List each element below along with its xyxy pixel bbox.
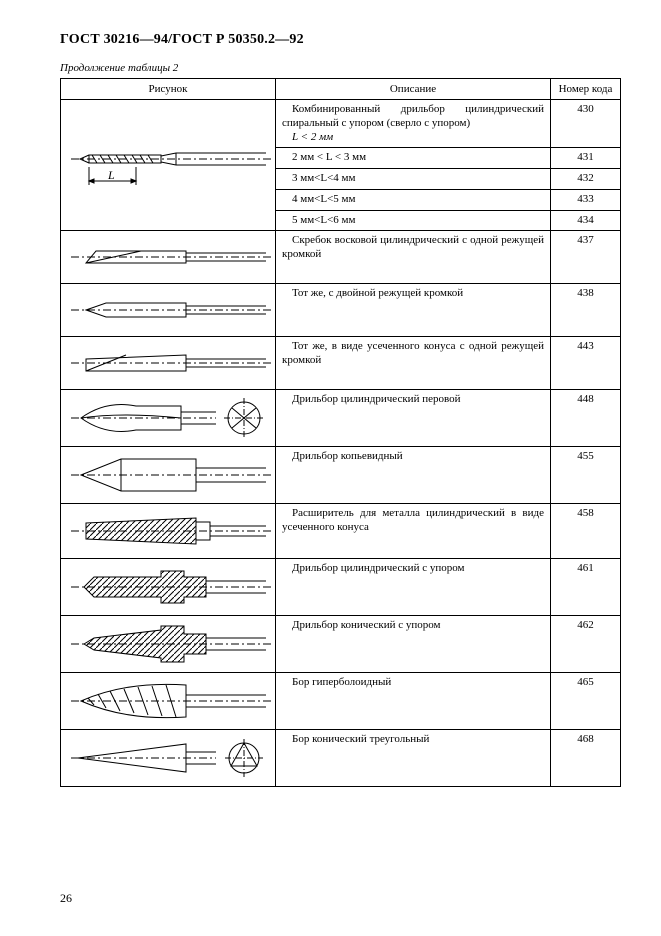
- cone-tri-bur-icon: [66, 732, 271, 784]
- code-cell: 458: [551, 504, 621, 559]
- drawing-cell: [61, 504, 276, 559]
- drawing-cell: [61, 673, 276, 730]
- scraper-truncated-icon: [66, 339, 271, 387]
- drawing-cell: [61, 390, 276, 447]
- table-row: Тот же, с двойной режущей кромкой 438: [61, 284, 621, 337]
- code-cell: 465: [551, 673, 621, 730]
- page-number: 26: [60, 891, 72, 906]
- col-drawing-header: Рисунок: [61, 79, 276, 100]
- table-row: Дрильбор копьевидный 455: [61, 447, 621, 504]
- drawing-cell: [61, 337, 276, 390]
- table-row: L Комбинированный дрильбор цилиндри­ческ…: [61, 100, 621, 148]
- code-cell: 468: [551, 730, 621, 787]
- desc-cell: 3 мм<L<4 мм: [276, 169, 551, 190]
- desc-cell: Расширитель для металла цилиндрический в…: [276, 504, 551, 559]
- code-cell: 455: [551, 447, 621, 504]
- desc-cell: Бор конический треугольный: [276, 730, 551, 787]
- drawing-cell: [61, 616, 276, 673]
- table-row: Бор гиперболоидный 465: [61, 673, 621, 730]
- desc-cell: 5 мм<L<6 мм: [276, 210, 551, 231]
- page: ГОСТ 30216—94/ГОСТ Р 50350.2—92 Продолже…: [0, 0, 661, 936]
- table-header-row: Рисунок Описание Номер кода: [61, 79, 621, 100]
- code-cell: 434: [551, 210, 621, 231]
- table-continuation-label: Продолжение таблицы 2: [60, 62, 621, 74]
- desc-cell: Дрильбор цилиндрический с упором: [276, 559, 551, 616]
- spear-drill-icon: [66, 449, 271, 501]
- code-cell: 431: [551, 148, 621, 169]
- document-title: ГОСТ 30216—94/ГОСТ Р 50350.2—92: [60, 32, 621, 48]
- table-row: Бор конический треугольный 468: [61, 730, 621, 787]
- code-cell: 433: [551, 189, 621, 210]
- cone-stop-drill-icon: [66, 618, 271, 670]
- col-desc-header: Описание: [276, 79, 551, 100]
- drawing-cell: [61, 730, 276, 787]
- spiral-drill-icon: L: [66, 133, 271, 197]
- code-cell: 461: [551, 559, 621, 616]
- drawing-cell: L: [61, 100, 276, 231]
- hyperboloid-bur-icon: [66, 675, 271, 727]
- code-cell: 432: [551, 169, 621, 190]
- desc-cell: Тот же, в виде усеченного конуса с одной…: [276, 337, 551, 390]
- cyl-stop-drill-icon: [66, 561, 271, 613]
- desc-cell: Тот же, с двойной режущей кромкой: [276, 284, 551, 337]
- scraper-double-icon: [66, 286, 271, 334]
- desc-cell: Дрильбор цилиндрический перовой: [276, 390, 551, 447]
- table-row: Дрильбор конический с упором 462: [61, 616, 621, 673]
- desc-cell: 4 мм<L<5 мм: [276, 189, 551, 210]
- scraper-single-icon: [66, 233, 271, 281]
- desc-cell: Дрильбор конический с упором: [276, 616, 551, 673]
- tool-table: Рисунок Описание Номер кода: [60, 78, 621, 787]
- desc-cell: 2 мм < L < 3 мм: [276, 148, 551, 169]
- table-row: Скребок восковой цилиндрический с одной …: [61, 231, 621, 284]
- drawing-cell: [61, 559, 276, 616]
- code-cell: 448: [551, 390, 621, 447]
- desc-cell: Комбинированный дрильбор цилиндри­ческий…: [276, 100, 551, 148]
- svg-text:L: L: [107, 168, 115, 182]
- desc-cell: Скребок восковой цилиндрический с одной …: [276, 231, 551, 284]
- drawing-cell: [61, 447, 276, 504]
- desc-cell: Дрильбор копьевидный: [276, 447, 551, 504]
- drawing-cell: [61, 284, 276, 337]
- table-row: Дрильбор цилиндрический перовой 448: [61, 390, 621, 447]
- code-cell: 443: [551, 337, 621, 390]
- code-cell: 438: [551, 284, 621, 337]
- desc-text: L < 2 мм: [282, 131, 544, 145]
- col-code-header: Номер кода: [551, 79, 621, 100]
- table-row: Тот же, в виде усеченного конуса с одной…: [61, 337, 621, 390]
- table-row: Расширитель для металла цилиндрический в…: [61, 504, 621, 559]
- code-cell: 430: [551, 100, 621, 148]
- feather-drill-icon: [66, 392, 271, 444]
- table-row: Дрильбор цилиндрический с упором 461: [61, 559, 621, 616]
- code-cell: 462: [551, 616, 621, 673]
- desc-cell: Бор гиперболоидный: [276, 673, 551, 730]
- drawing-cell: [61, 231, 276, 284]
- reamer-icon: [66, 506, 271, 556]
- desc-text: Комбинированный дрильбор цилиндри­ческий…: [282, 103, 544, 131]
- code-cell: 437: [551, 231, 621, 284]
